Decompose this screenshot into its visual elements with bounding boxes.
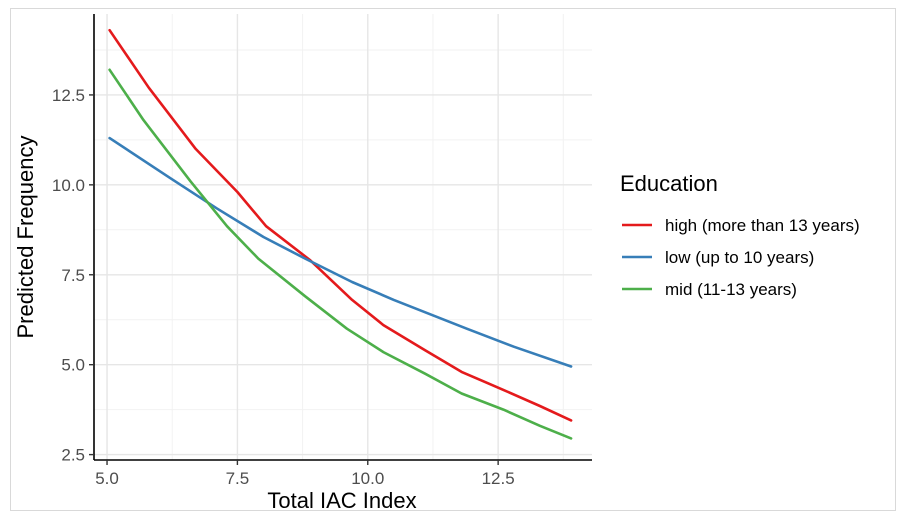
x-tick-label: 12.5: [482, 469, 515, 488]
series-line-2: [108, 68, 573, 440]
series-lines: [108, 28, 573, 440]
x-tick-label: 7.5: [226, 469, 250, 488]
y-tick-label: 12.5: [52, 86, 85, 105]
axes: [93, 14, 592, 461]
plot-panel: [94, 14, 592, 460]
y-tick-label: 7.5: [61, 266, 85, 285]
legend: Education high (more than 13 years) low (…: [620, 171, 860, 299]
x-tick-label: 10.0: [351, 469, 384, 488]
x-axis-ticks: 5.0 7.5 10.0 12.5: [95, 460, 515, 488]
grid: [94, 14, 592, 460]
y-axis-ticks: 2.5 5.0 7.5 10.0 12.5: [52, 86, 94, 465]
x-tick-label: 5.0: [95, 469, 119, 488]
plot-background: [94, 14, 592, 460]
series-line-1: [108, 136, 573, 368]
y-tick-label: 10.0: [52, 176, 85, 195]
y-axis-title: Predicted Frequency: [13, 136, 38, 339]
x-axis-title: Total IAC Index: [267, 488, 416, 513]
y-tick-label: 5.0: [61, 356, 85, 375]
legend-label-2: mid (11-13 years): [665, 280, 797, 299]
chart-frame: [10, 8, 896, 511]
y-tick-label: 2.5: [61, 446, 85, 465]
legend-title: Education: [620, 171, 718, 196]
legend-label-0: high (more than 13 years): [665, 216, 860, 235]
legend-label-1: low (up to 10 years): [665, 248, 814, 267]
series-line-0: [108, 28, 573, 422]
